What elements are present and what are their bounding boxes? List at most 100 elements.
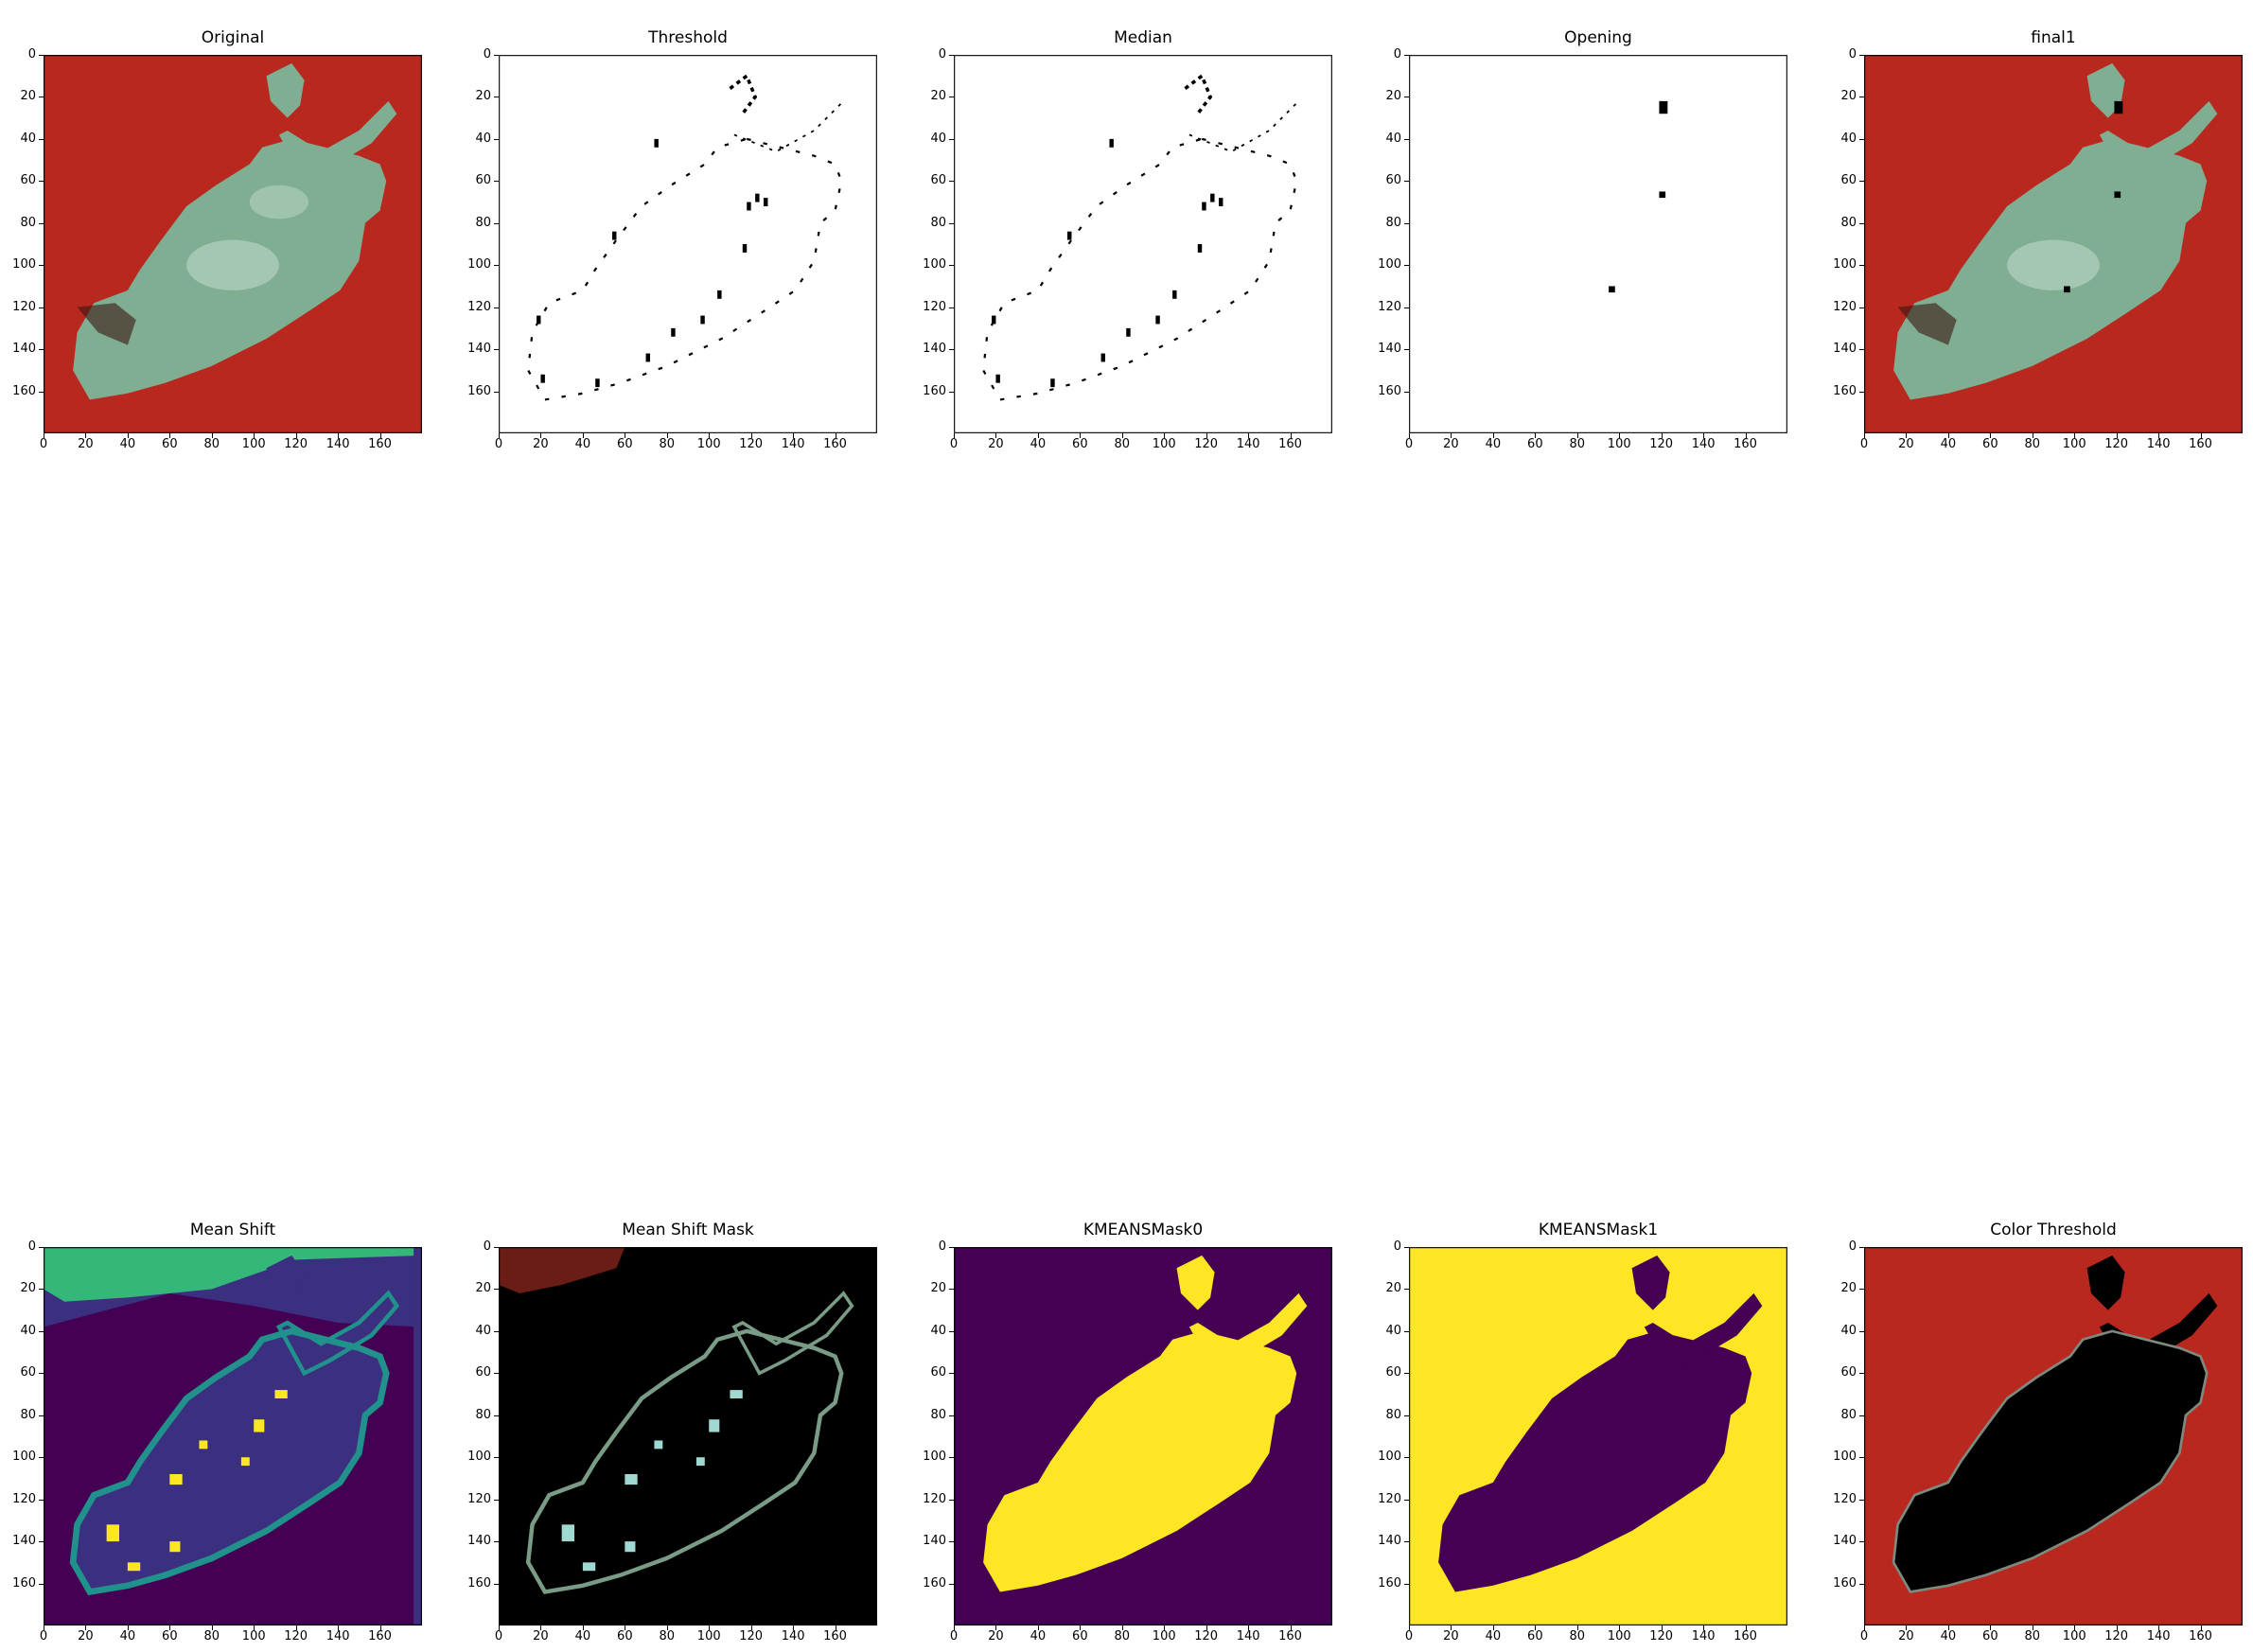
leaf-shadow xyxy=(77,303,136,345)
x-tick-mark xyxy=(338,1626,340,1630)
y-tick-label: 120 xyxy=(1833,299,1857,314)
leaf-shadow xyxy=(1897,303,1957,345)
y-tick-label: 140 xyxy=(12,1534,36,1549)
x-tick-label: 20 xyxy=(1443,437,1459,451)
x-tick-mark xyxy=(1990,433,1992,438)
y-tick-mark xyxy=(949,222,954,224)
x-tick-mark xyxy=(793,433,795,438)
y-tick-mark xyxy=(949,391,954,393)
y-tick-label: 80 xyxy=(475,1407,491,1422)
x-tick-label: 20 xyxy=(1898,1629,1914,1643)
x-tick-mark xyxy=(127,433,129,438)
y-tick-label: 40 xyxy=(1840,131,1857,146)
x-tick-label: 100 xyxy=(696,1629,721,1643)
x-tick-mark xyxy=(1906,433,1908,438)
edge-speck xyxy=(1172,290,1177,299)
x-tick-label: 0 xyxy=(494,437,503,451)
y-tick-label: 60 xyxy=(930,173,946,188)
image-plot xyxy=(954,55,1332,433)
blob-mark xyxy=(2064,286,2070,293)
mask-spot xyxy=(654,1440,663,1450)
y-tick-label: 100 xyxy=(467,1450,491,1465)
leaf-stem xyxy=(2099,100,2218,182)
x-tick-label: 140 xyxy=(781,1629,805,1643)
x-tick-mark xyxy=(85,433,87,438)
leaf-highlight xyxy=(186,239,279,290)
leaf-tip xyxy=(2086,1255,2125,1310)
panel-title: Mean Shift Mask xyxy=(622,1221,754,1239)
leaf-stem xyxy=(1644,1292,1763,1374)
x-tick-label: 60 xyxy=(1982,437,1998,451)
y-tick-label: 60 xyxy=(1840,1365,1857,1380)
y-tick-label: 160 xyxy=(923,383,946,398)
y-tick-mark xyxy=(1404,181,1409,183)
x-tick-mark xyxy=(1290,1626,1292,1630)
y-tick-label: 60 xyxy=(475,1365,491,1380)
y-tick-mark xyxy=(1404,265,1409,267)
x-tick-mark xyxy=(127,1626,129,1630)
x-tick-label: 120 xyxy=(284,437,308,451)
y-tick-label: 120 xyxy=(1833,1491,1857,1506)
y-tick-label: 80 xyxy=(930,1407,946,1422)
x-tick-label: 80 xyxy=(1114,1629,1131,1643)
y-tick-label: 60 xyxy=(930,1365,946,1380)
x-tick-label: 160 xyxy=(368,1629,392,1643)
axes-frame xyxy=(954,1247,1332,1626)
y-tick-mark xyxy=(1404,1457,1409,1459)
y-tick-label: 80 xyxy=(1385,1407,1401,1422)
panel-title: Color Threshold xyxy=(1990,1221,2117,1239)
x-tick-label: 40 xyxy=(574,437,591,451)
axes-frame xyxy=(954,55,1332,433)
y-tick-mark xyxy=(1404,1373,1409,1375)
x-tick-label: 100 xyxy=(1152,437,1176,451)
panel-title: Median xyxy=(1114,28,1172,47)
y-tick-label: 60 xyxy=(1385,1365,1401,1380)
x-tick-label: 80 xyxy=(659,1629,676,1643)
x-tick-mark xyxy=(2074,1626,2076,1630)
region-dark-red xyxy=(499,1247,625,1293)
y-tick-mark xyxy=(949,1373,954,1375)
y-tick-label: 20 xyxy=(20,1281,36,1296)
x-tick-label: 100 xyxy=(1152,1629,1176,1643)
x-tick-label: 20 xyxy=(78,1629,94,1643)
y-tick-label: 80 xyxy=(20,1407,36,1422)
region-edge xyxy=(69,1327,390,1596)
leaf-body xyxy=(983,1330,1297,1592)
x-tick-mark xyxy=(295,433,297,438)
y-tick-mark xyxy=(494,265,499,267)
y-tick-mark xyxy=(39,222,44,224)
y-tick-label: 40 xyxy=(475,131,491,146)
y-tick-mark xyxy=(494,1415,499,1416)
x-tick-label: 140 xyxy=(326,1629,350,1643)
y-tick-mark xyxy=(39,1289,44,1291)
image-plot xyxy=(44,55,422,433)
image-background xyxy=(499,1247,877,1626)
x-tick-label: 80 xyxy=(203,437,220,451)
x-tick-label: 60 xyxy=(1982,1629,1998,1643)
leaf-highlight xyxy=(2007,239,2100,290)
y-tick-label: 40 xyxy=(1840,1323,1857,1338)
edge-speck xyxy=(992,315,996,325)
y-tick-mark xyxy=(949,1247,954,1248)
x-tick-mark xyxy=(499,433,500,438)
y-tick-label: 140 xyxy=(467,1534,491,1549)
y-tick-mark xyxy=(39,1247,44,1248)
x-tick-label: 120 xyxy=(2104,1629,2129,1643)
x-tick-label: 100 xyxy=(1607,437,1631,451)
mask-spot xyxy=(695,1457,705,1467)
y-tick-label: 120 xyxy=(467,1491,491,1506)
leaf-stem xyxy=(278,100,397,182)
y-tick-label: 0 xyxy=(938,47,946,62)
mask-spot xyxy=(625,1474,638,1485)
edge-speck xyxy=(742,244,748,253)
x-tick-label: 60 xyxy=(162,437,178,451)
y-tick-mark xyxy=(1859,1330,1864,1332)
x-tick-mark xyxy=(1661,1626,1663,1630)
y-tick-label: 20 xyxy=(1385,1281,1401,1296)
y-tick-label: 60 xyxy=(20,173,36,188)
image-plot xyxy=(1864,1247,2243,1626)
edge-speck xyxy=(1109,138,1114,148)
y-tick-mark xyxy=(1404,1583,1409,1585)
blob-mark xyxy=(1609,286,1615,293)
region-yellow xyxy=(274,1390,288,1398)
